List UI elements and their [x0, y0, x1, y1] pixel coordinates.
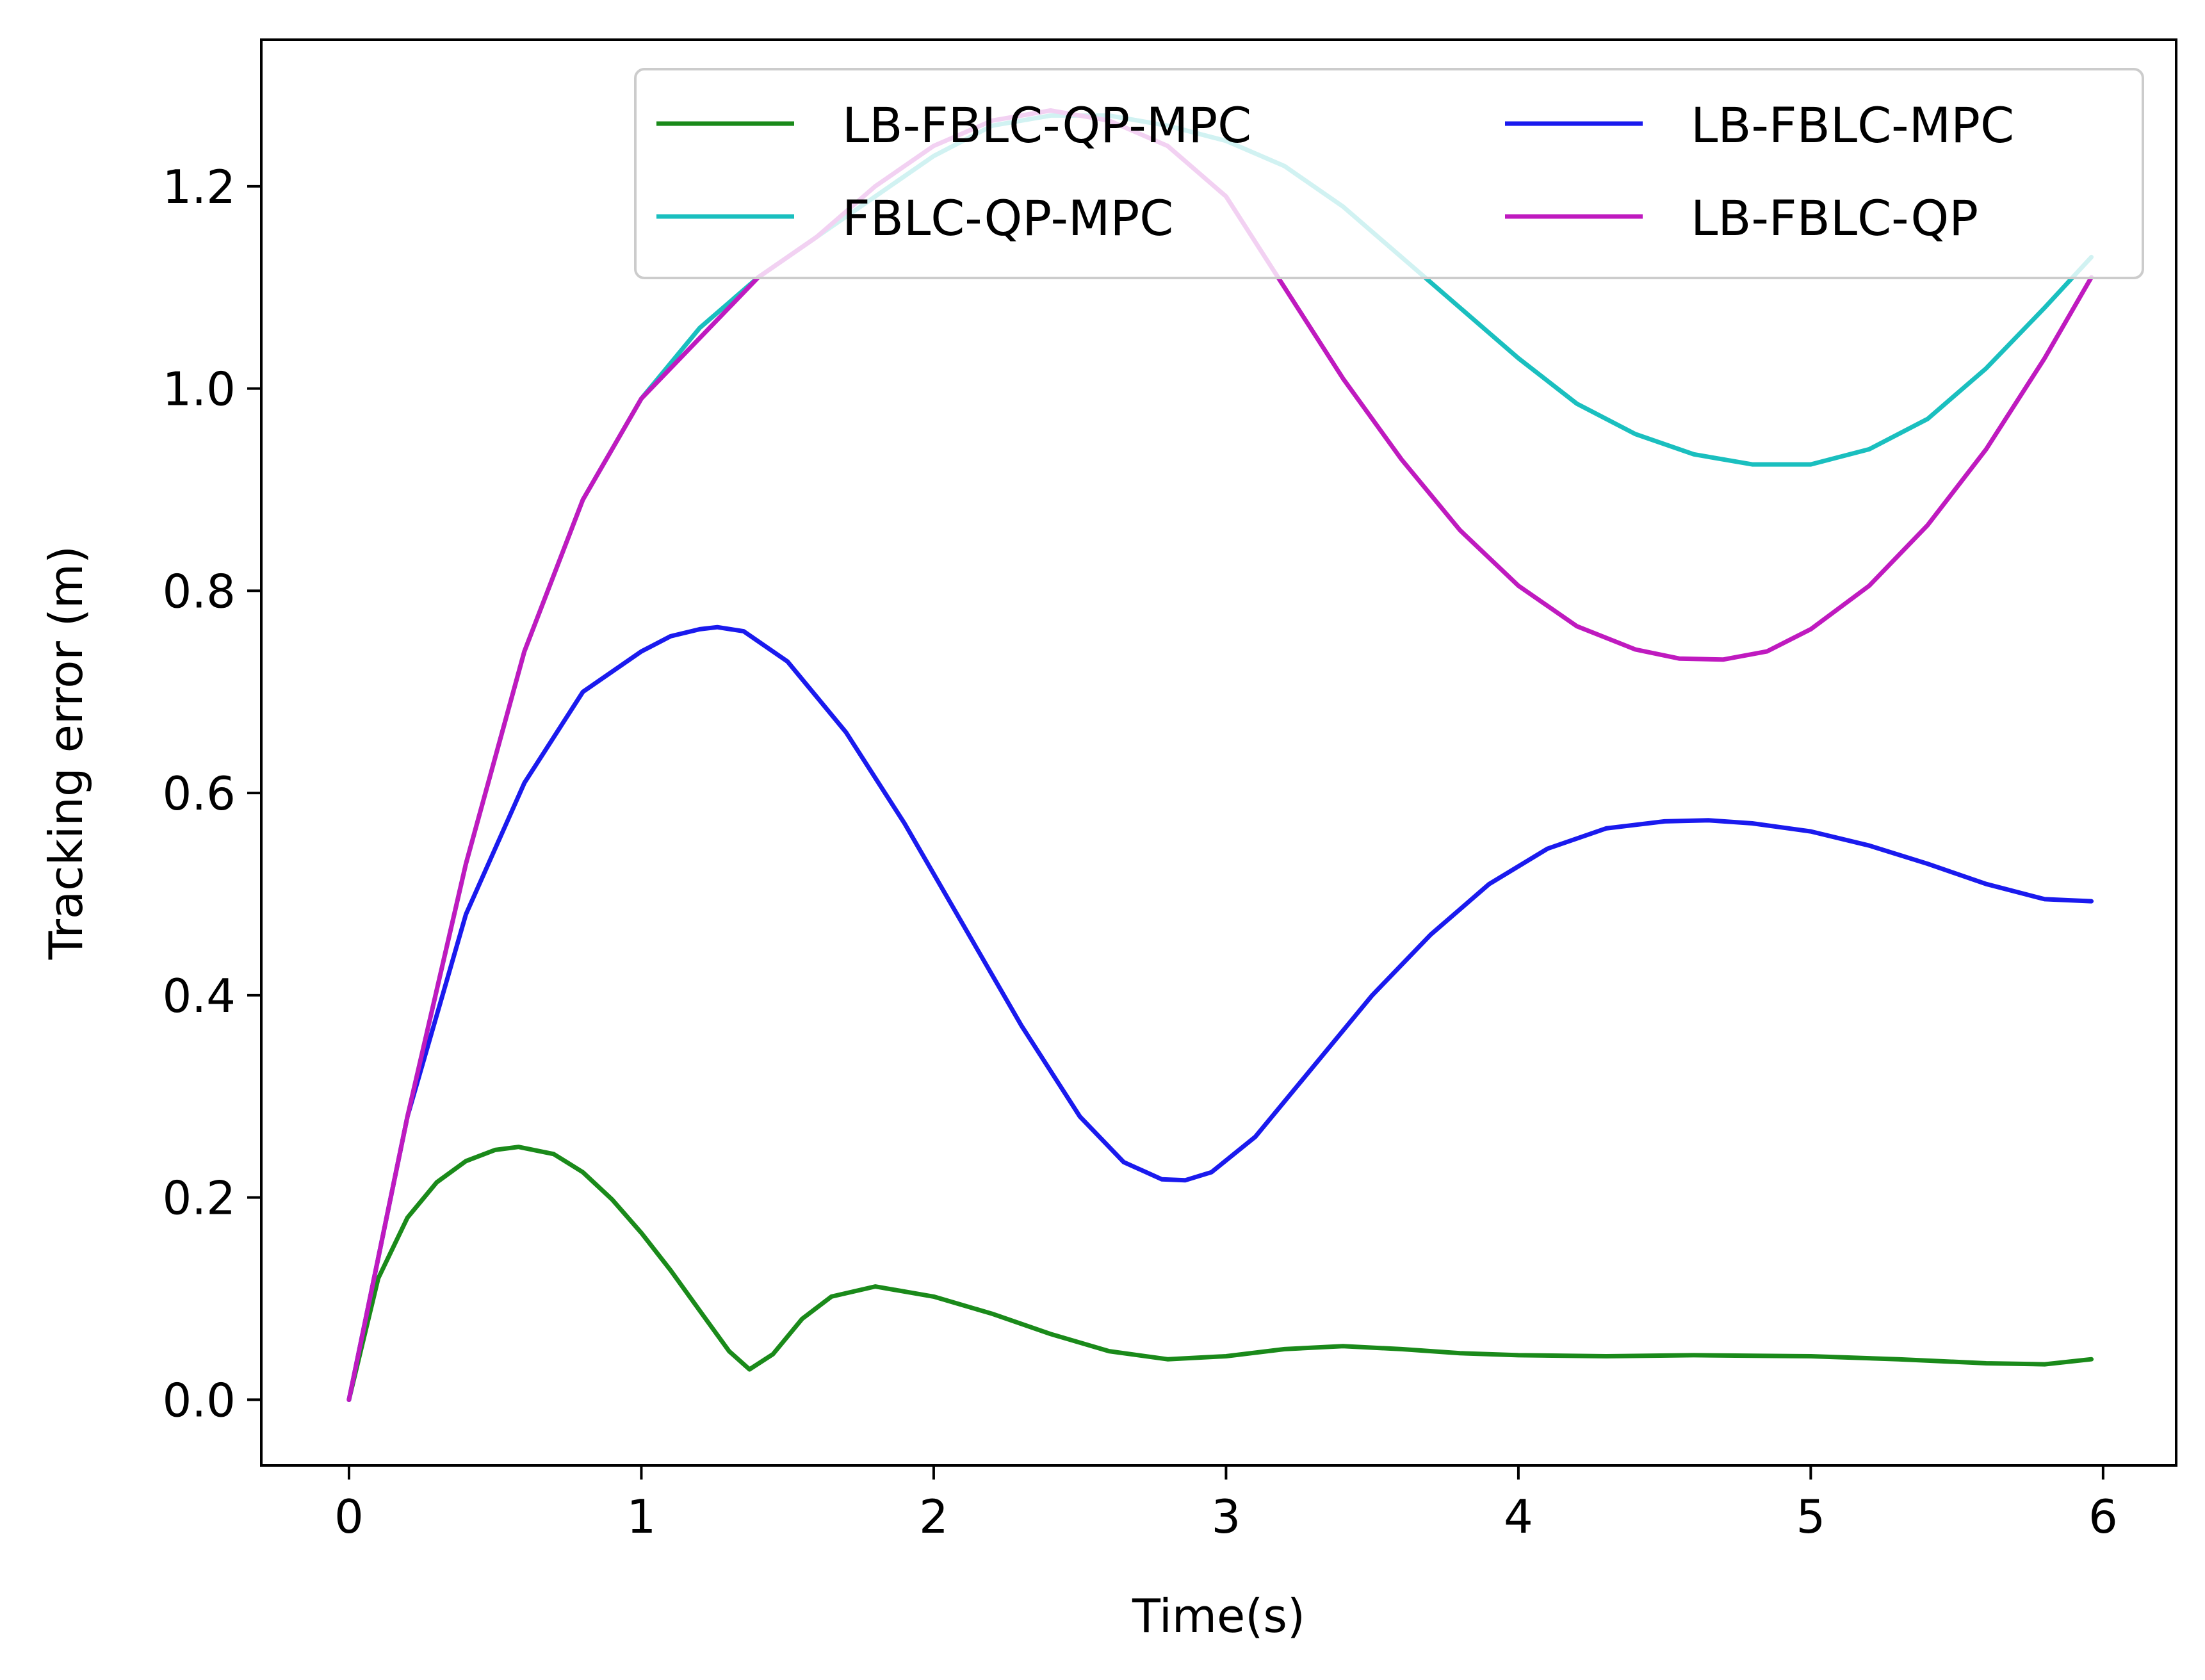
y-tick-label: 1.2 [162, 160, 236, 214]
y-tick-label: 0.8 [162, 564, 236, 618]
x-tick-label: 5 [1796, 1490, 1825, 1544]
x-tick-label: 6 [2088, 1490, 2118, 1544]
x-axis-label: Time(s) [1132, 1589, 1305, 1643]
x-tick-label: 4 [1504, 1490, 1533, 1544]
legend-label-3: LB-FBLC-MPC [1691, 97, 2014, 154]
y-axis-label: Tracking error (m) [39, 546, 93, 960]
x-tick-label: 0 [334, 1490, 364, 1544]
y-tick-label: 1.0 [162, 363, 236, 416]
series-line-1 [346, 1145, 2094, 1402]
plot-frame [260, 38, 2177, 1467]
x-tick-label: 2 [919, 1490, 948, 1544]
legend-label-1: LB-FBLC-QP-MPC [842, 97, 1251, 154]
series-line-3 [346, 624, 2094, 1402]
x-tick-label: 3 [1212, 1490, 1241, 1544]
y-tick-label: 0.2 [162, 1171, 236, 1225]
legend-box [634, 68, 2144, 279]
y-tick-label: 0.0 [162, 1373, 236, 1427]
legend: LB-FBLC-QP-MPC FBLC-QP-MPC LB-FBLC-MPC LB-F… [634, 68, 2144, 279]
y-tick-label: 0.6 [162, 767, 236, 820]
ticks-layer: 0 1 2 3 4 5 6 0.0 0.2 0.4 0.6 0.8 1.0 1.2 [162, 160, 2117, 1544]
legend-label-4: LB-FBLC-QP [1691, 190, 1978, 247]
y-tick-label: 0.4 [162, 969, 236, 1023]
x-tick-label: 1 [627, 1490, 656, 1544]
legend-label-2: FBLC-QP-MPC [842, 190, 1173, 247]
